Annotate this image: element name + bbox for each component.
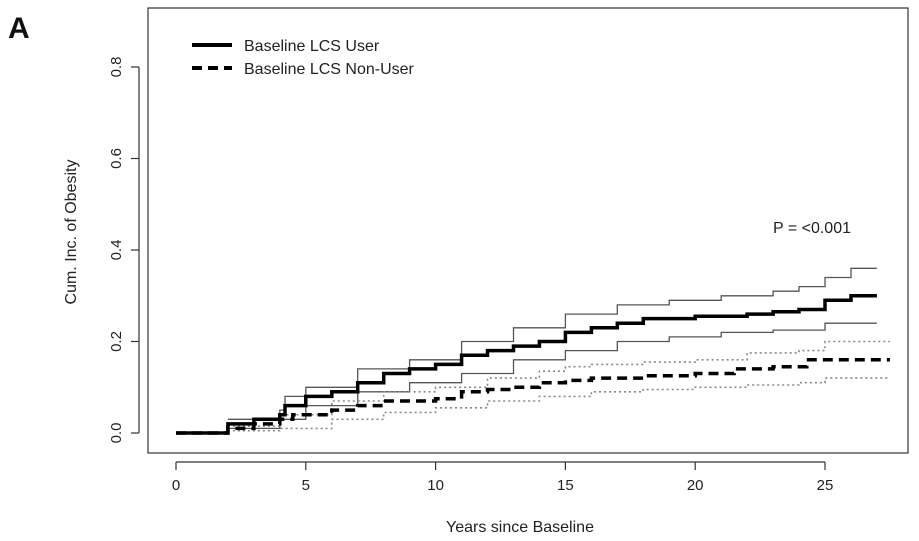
p-value-annotation: P = <0.001: [773, 220, 851, 237]
legend-label-user: Baseline LCS User: [244, 38, 380, 55]
legend-label-nonuser: Baseline LCS Non-User: [244, 61, 415, 78]
x-tick-label: 20: [687, 477, 704, 494]
y-axis-label: Cum. Inc. of Obesity: [63, 160, 80, 305]
x-tick-label: 15: [557, 477, 574, 494]
series-line-0: [176, 294, 877, 435]
y-tick-label: 0.2: [108, 331, 125, 352]
x-axis-label: Years since Baseline: [446, 519, 594, 536]
x-tick-label: 5: [302, 477, 310, 494]
confidence-interval-layer: [227, 267, 890, 432]
y-tick-label: 0.8: [108, 57, 125, 78]
x-tick-label: 10: [427, 477, 444, 494]
legend: Baseline LCS User Baseline LCS Non-User: [192, 38, 415, 78]
y-tick-label: 0.6: [108, 148, 125, 169]
series-layer: [176, 294, 890, 435]
series-line-1: [176, 358, 890, 435]
x-tick-label: 0: [172, 477, 180, 494]
ci-lower-series-0: [227, 322, 877, 430]
x-tick-label: 25: [817, 477, 834, 494]
axes-layer: 0 5 10 15 20 25 0.0 0.2 0.4 0.6 0.8: [108, 57, 833, 494]
panel-label: A: [8, 12, 30, 45]
plot-frame: [147, 7, 909, 454]
y-tick-label: 0.0: [108, 423, 125, 444]
y-tick-label: 0.4: [108, 240, 125, 261]
ci-lower-series-1: [227, 377, 890, 432]
